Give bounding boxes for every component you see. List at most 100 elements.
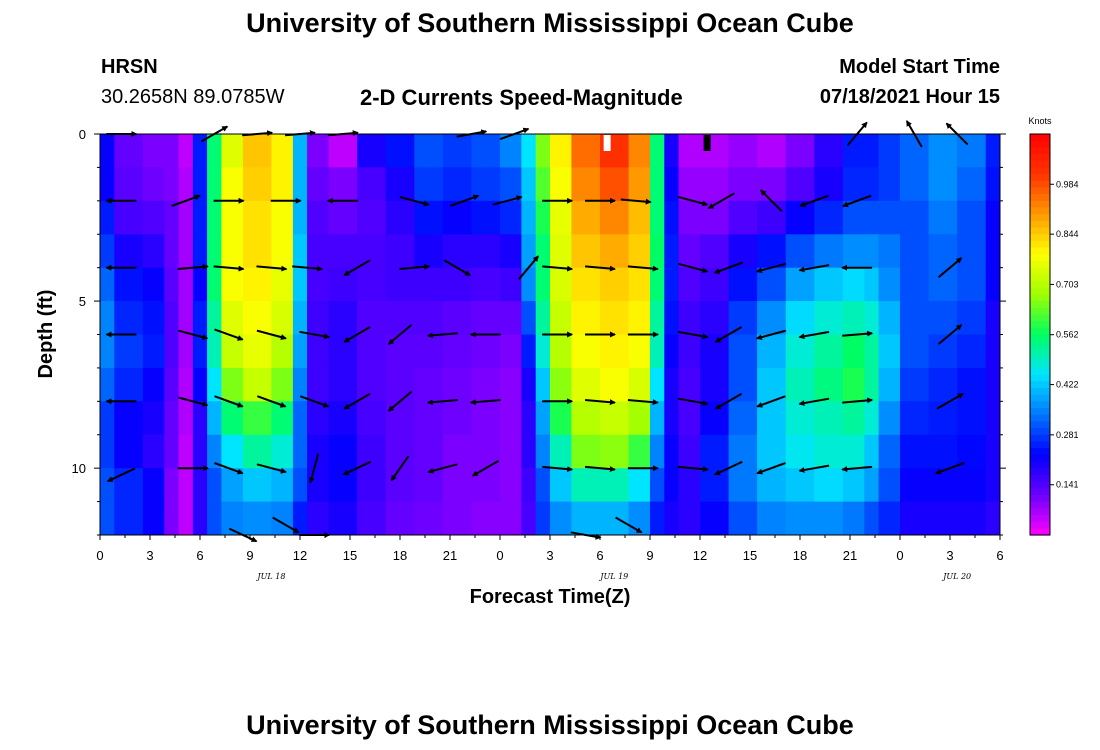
heatmap-cell [242, 301, 273, 336]
heatmap-cell [521, 367, 537, 402]
heatmap-cell [814, 134, 844, 168]
heatmap-cell [142, 200, 165, 235]
heatmap-cell [328, 367, 358, 402]
heatmap-cell [192, 401, 208, 436]
x-tick-label: 12 [293, 548, 307, 563]
heatmap-cell [600, 367, 630, 402]
heatmap-cell [521, 234, 537, 269]
heatmap-cell [385, 434, 415, 469]
heatmap-cell [442, 167, 473, 202]
colorbar-segment [1030, 194, 1050, 202]
heatmap-cell [100, 401, 115, 436]
heatmap-cell [164, 334, 180, 369]
heatmap-cell [664, 401, 680, 436]
heatmap-cell [757, 501, 787, 535]
colorbar-segment [1030, 301, 1050, 309]
heatmap-cell [957, 334, 987, 369]
colorbar-segment [1030, 414, 1050, 422]
current-vector [585, 465, 616, 473]
heatmap-cell [757, 334, 787, 369]
heatmap-cell [521, 267, 537, 302]
heatmap-cell [628, 334, 651, 369]
heatmap-cell [192, 501, 208, 535]
x-tick-label: 3 [146, 548, 153, 563]
heatmap-cell [357, 167, 387, 202]
heatmap-cell [650, 167, 665, 202]
heatmap-cell [500, 501, 522, 535]
heatmap-cell [221, 301, 244, 336]
current-vector [106, 467, 136, 483]
heatmap-cell [521, 301, 537, 336]
heatmap-cell [928, 134, 958, 168]
heatmap-cell [471, 401, 501, 436]
colorbar-segment [1030, 274, 1050, 282]
colorbar-segment [1030, 388, 1050, 396]
heatmap-cell [178, 401, 194, 436]
heatmap-cell [357, 134, 387, 168]
y-tick-label: 10 [72, 461, 86, 476]
x-tick-label: 0 [496, 548, 503, 563]
heatmap-cell [757, 301, 787, 336]
heatmap-cell [728, 234, 758, 269]
heatmap-cell [178, 501, 194, 535]
heatmap-cell [628, 134, 651, 168]
current-vector [171, 194, 201, 207]
x-tick-label: 9 [246, 548, 253, 563]
heatmap-cell [164, 134, 180, 168]
heatmap-cell [785, 468, 815, 503]
heatmap-cell [814, 301, 844, 336]
heatmap-cell [650, 200, 665, 235]
colorbar-label: 0.984 [1056, 179, 1079, 189]
heatmap-cell [385, 200, 415, 235]
current-vector [387, 324, 413, 345]
colorbar-segment [1030, 481, 1050, 489]
heatmap-cell [357, 367, 387, 402]
heatmap-cell [814, 267, 844, 302]
current-vector [615, 516, 643, 534]
heatmap-cell [785, 401, 815, 436]
colorbar-label: 0.562 [1056, 330, 1079, 340]
heatmap-cell [385, 234, 415, 269]
colorbar-segment [1030, 434, 1050, 443]
heatmap-cell [864, 434, 880, 469]
colorbar-segment [1030, 341, 1050, 349]
page-title: University of Southern Mississippi Ocean… [246, 8, 854, 38]
heatmap-cell [207, 401, 222, 436]
heatmap-cell [114, 401, 144, 436]
heatmap-cell [414, 200, 444, 235]
heatmap-cell [864, 267, 880, 302]
heatmap-cell [957, 234, 987, 269]
heatmap-cell [100, 301, 115, 336]
heatmap-cell [728, 367, 758, 402]
current-vector [214, 328, 244, 341]
current-vector [387, 390, 413, 412]
heatmap-cell [842, 301, 865, 336]
heatmap-cell [385, 501, 415, 535]
heatmap-cell [664, 167, 680, 202]
current-vector [299, 330, 331, 340]
heatmap-cell [500, 334, 522, 369]
heatmap-cell [471, 434, 501, 469]
heatmap-cell [900, 167, 930, 202]
current-vector [798, 264, 830, 273]
heatmap-cell [600, 301, 630, 336]
heatmap-cell [192, 267, 208, 302]
heatmap-cell [678, 200, 701, 235]
colorbar-segment [1030, 394, 1050, 402]
heatmap-cell [571, 468, 601, 503]
heatmap-cell [678, 334, 701, 369]
heatmap-cell [664, 234, 680, 269]
heatmap-cell [164, 501, 180, 535]
heatmap-cell [242, 434, 273, 469]
heatmap-cell [307, 200, 330, 235]
heatmap-cell [814, 401, 844, 436]
heatmap-cell [985, 468, 1000, 503]
heatmap-cell [678, 501, 701, 535]
heatmap-cell [292, 334, 308, 369]
colorbar-segment [1030, 247, 1050, 255]
heatmap-cell [357, 401, 387, 436]
heatmap-cell [678, 367, 701, 402]
heatmap-cell [664, 367, 680, 402]
heatmap-cell [757, 267, 787, 302]
heatmap-cell [814, 167, 844, 202]
